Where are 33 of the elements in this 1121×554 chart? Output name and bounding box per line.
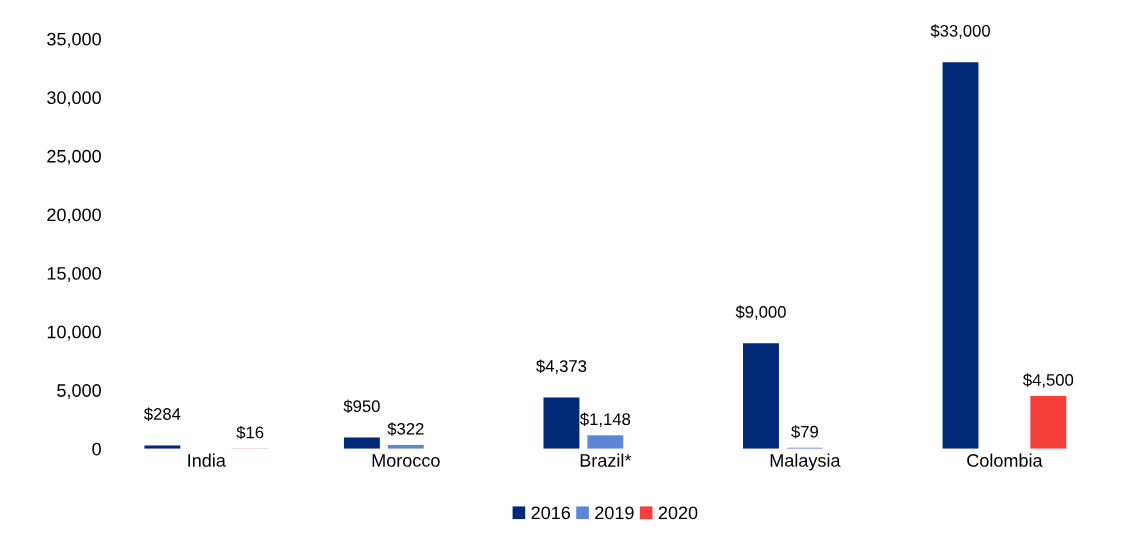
data-label: $16 bbox=[236, 425, 264, 440]
data-label: $284 bbox=[144, 407, 181, 421]
bar bbox=[1030, 396, 1067, 449]
data-label: $322 bbox=[387, 422, 424, 436]
y-tick-label: 20,000 bbox=[47, 208, 101, 224]
y-tick-label: 10,000 bbox=[47, 325, 101, 341]
x-tick-label: Malaysia bbox=[770, 453, 841, 471]
data-label: $4,373 bbox=[536, 359, 587, 374]
y-tick-label: 35,000 bbox=[47, 32, 101, 48]
bar bbox=[144, 445, 181, 449]
x-tick-label: Morocco bbox=[372, 454, 440, 467]
data-label: $1,148 bbox=[580, 412, 631, 428]
legend-label: 2020 bbox=[658, 506, 698, 520]
x-tick-label: Colombia bbox=[967, 453, 1043, 467]
data-label: $4,500 bbox=[1023, 373, 1074, 388]
data-label: $79 bbox=[791, 425, 818, 439]
bar bbox=[942, 62, 979, 449]
x-tick-label: India bbox=[188, 453, 226, 467]
legend-label: 2016 bbox=[531, 506, 571, 520]
y-tick-label: 25,000 bbox=[47, 149, 101, 165]
data-label: $33,000 bbox=[930, 24, 990, 39]
y-tick-label: 30,000 bbox=[47, 91, 101, 107]
bar bbox=[743, 343, 779, 449]
bar bbox=[543, 397, 580, 449]
y-tick-label: 15,000 bbox=[47, 266, 101, 282]
bar bbox=[343, 437, 380, 449]
x-tick-label: Brazil* bbox=[580, 453, 632, 467]
data-label: $950 bbox=[343, 399, 380, 414]
bar bbox=[587, 435, 624, 449]
y-tick-label: 0 bbox=[92, 442, 101, 456]
y-tick-label: 5,000 bbox=[57, 384, 101, 400]
legend-label: 2019 bbox=[595, 506, 634, 520]
data-label: $9,000 bbox=[735, 305, 786, 320]
